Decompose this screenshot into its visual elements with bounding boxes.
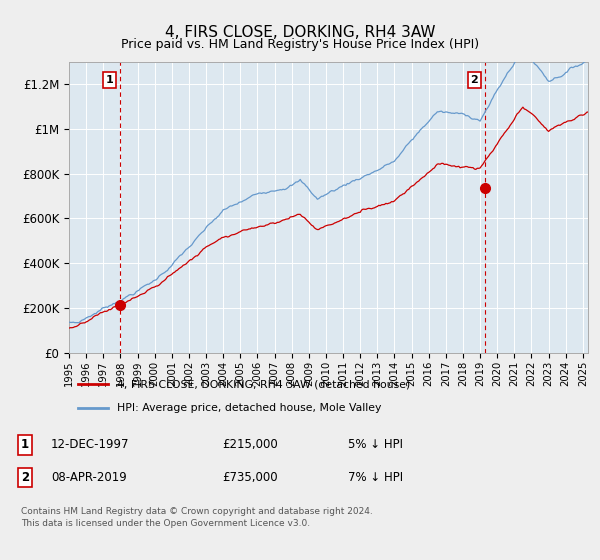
Text: £735,000: £735,000	[222, 471, 278, 484]
Text: Contains HM Land Registry data © Crown copyright and database right 2024.
This d: Contains HM Land Registry data © Crown c…	[21, 507, 373, 528]
Text: Price paid vs. HM Land Registry's House Price Index (HPI): Price paid vs. HM Land Registry's House …	[121, 38, 479, 51]
Text: £215,000: £215,000	[222, 438, 278, 451]
Text: 1: 1	[106, 75, 113, 85]
Text: 1: 1	[21, 438, 29, 451]
Text: 2: 2	[470, 75, 478, 85]
Text: 4, FIRS CLOSE, DORKING, RH4 3AW: 4, FIRS CLOSE, DORKING, RH4 3AW	[165, 25, 435, 40]
Text: 2: 2	[21, 471, 29, 484]
Text: 5% ↓ HPI: 5% ↓ HPI	[348, 438, 403, 451]
Text: 4, FIRS CLOSE, DORKING, RH4 3AW (detached house): 4, FIRS CLOSE, DORKING, RH4 3AW (detache…	[116, 380, 410, 390]
Text: HPI: Average price, detached house, Mole Valley: HPI: Average price, detached house, Mole…	[116, 403, 381, 413]
Text: 12-DEC-1997: 12-DEC-1997	[51, 438, 130, 451]
Text: 08-APR-2019: 08-APR-2019	[51, 471, 127, 484]
Text: 7% ↓ HPI: 7% ↓ HPI	[348, 471, 403, 484]
